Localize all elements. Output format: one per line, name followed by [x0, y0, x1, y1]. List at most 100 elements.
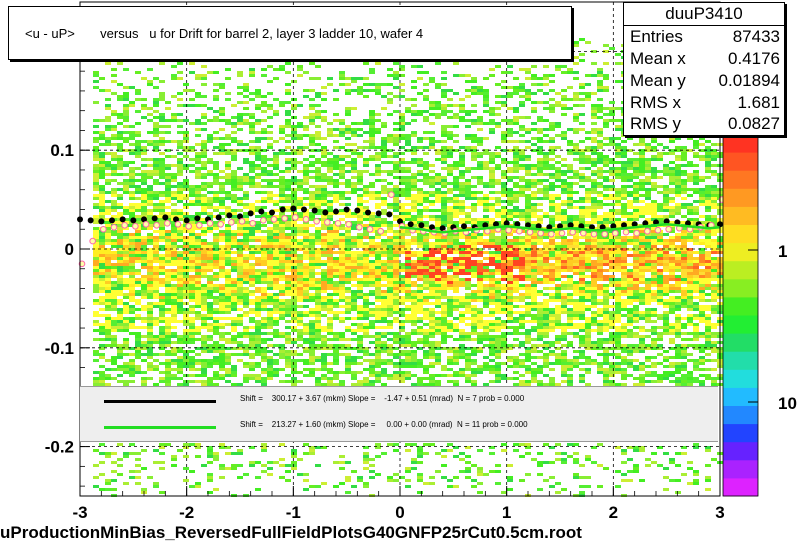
heatmap-cell	[93, 197, 99, 200]
heatmap-cell	[267, 320, 273, 323]
heatmap-cell	[147, 476, 153, 479]
heatmap-cell	[471, 236, 477, 239]
heatmap-cell	[285, 266, 291, 269]
heatmap-cell	[225, 251, 231, 254]
heatmap-cell	[477, 161, 483, 164]
heatmap-cell	[429, 137, 435, 140]
heatmap-cell	[453, 203, 459, 206]
heatmap-cell	[315, 116, 321, 119]
heatmap-cell	[225, 347, 231, 350]
heatmap-cell	[405, 305, 411, 308]
heatmap-cell	[195, 338, 201, 341]
heatmap-cell	[309, 122, 315, 125]
heatmap-cell	[153, 158, 159, 161]
heatmap-cell	[375, 170, 381, 173]
heatmap-cell	[111, 128, 117, 131]
heatmap-cell	[153, 302, 159, 305]
heatmap-cell	[369, 242, 375, 245]
heatmap-cell	[471, 362, 477, 365]
heatmap-cell	[327, 302, 333, 305]
heatmap-cell	[171, 299, 177, 302]
heatmap-cell	[363, 236, 369, 239]
heatmap-cell	[159, 341, 165, 344]
heatmap-cell	[339, 158, 345, 161]
heatmap-cell	[225, 338, 231, 341]
heatmap-cell	[117, 188, 123, 191]
heatmap-cell	[285, 83, 291, 86]
heatmap-cell	[135, 203, 141, 206]
heatmap-cell	[489, 320, 495, 323]
heatmap-cell	[399, 74, 405, 77]
heatmap-cell	[99, 212, 105, 215]
heatmap-cell	[447, 89, 453, 92]
heatmap-cell	[351, 299, 357, 302]
heatmap-cell	[435, 248, 441, 251]
heatmap-cell	[225, 161, 231, 164]
heatmap-cell	[171, 350, 177, 353]
heatmap-cell	[267, 272, 273, 275]
heatmap-cell	[459, 452, 465, 455]
heatmap-cell	[471, 290, 477, 293]
heatmap-cell	[225, 260, 231, 263]
heatmap-cell	[393, 215, 399, 218]
heatmap-cell	[117, 203, 123, 206]
heatmap-cell	[351, 347, 357, 350]
heatmap-cell	[303, 203, 309, 206]
heatmap-cell	[225, 122, 231, 125]
heatmap-cell	[111, 299, 117, 302]
heatmap-cell	[303, 197, 309, 200]
heatmap-cell	[465, 239, 471, 242]
heatmap-cell	[429, 248, 435, 251]
heatmap-cell	[261, 197, 267, 200]
heatmap-cell	[405, 296, 411, 299]
heatmap-cell	[345, 299, 351, 302]
heatmap-cell	[255, 380, 261, 383]
heatmap-cell	[345, 479, 351, 482]
heatmap-cell	[423, 242, 429, 245]
heatmap-cell	[495, 308, 501, 311]
heatmap-cell	[447, 296, 453, 299]
heatmap-cell	[471, 284, 477, 287]
heatmap-cell	[183, 296, 189, 299]
heatmap-cell	[417, 272, 423, 275]
heatmap-cell	[471, 233, 477, 236]
heatmap-cell	[471, 326, 477, 329]
heatmap-cell	[333, 89, 339, 92]
heatmap-cell	[291, 314, 297, 317]
heatmap-cell	[423, 287, 429, 290]
heatmap-cell	[285, 293, 291, 296]
heatmap-cell	[99, 347, 105, 350]
heatmap-cell	[411, 266, 417, 269]
heatmap-cell	[249, 140, 255, 143]
heatmap-cell	[201, 122, 207, 125]
heatmap-cell	[201, 368, 207, 371]
heatmap-cell	[309, 284, 315, 287]
heatmap-cell	[123, 347, 129, 350]
heatmap-cell	[111, 173, 117, 176]
heatmap-cell	[399, 215, 405, 218]
heatmap-cell	[279, 104, 285, 107]
heatmap-cell	[471, 137, 477, 140]
heatmap-cell	[123, 263, 129, 266]
heatmap-cell	[99, 314, 105, 317]
heatmap-cell	[327, 128, 333, 131]
heatmap-cell	[495, 164, 501, 167]
heatmap-cell	[189, 62, 195, 65]
heatmap-cell	[219, 86, 225, 89]
heatmap-cell	[399, 203, 405, 206]
heatmap-cell	[381, 260, 387, 263]
heatmap-cell	[495, 464, 501, 467]
heatmap-cell	[135, 347, 141, 350]
heatmap-cell	[225, 284, 231, 287]
heatmap-cell	[429, 293, 435, 296]
heatmap-cell	[243, 212, 249, 215]
heatmap-cell	[375, 347, 381, 350]
heatmap-cell	[183, 239, 189, 242]
heatmap-cell	[333, 185, 339, 188]
heatmap-cell	[429, 164, 435, 167]
heatmap-cell	[237, 314, 243, 317]
heatmap-cell	[369, 368, 375, 371]
heatmap-cell	[147, 224, 153, 227]
heatmap-cell	[165, 194, 171, 197]
heatmap-cell	[309, 329, 315, 332]
